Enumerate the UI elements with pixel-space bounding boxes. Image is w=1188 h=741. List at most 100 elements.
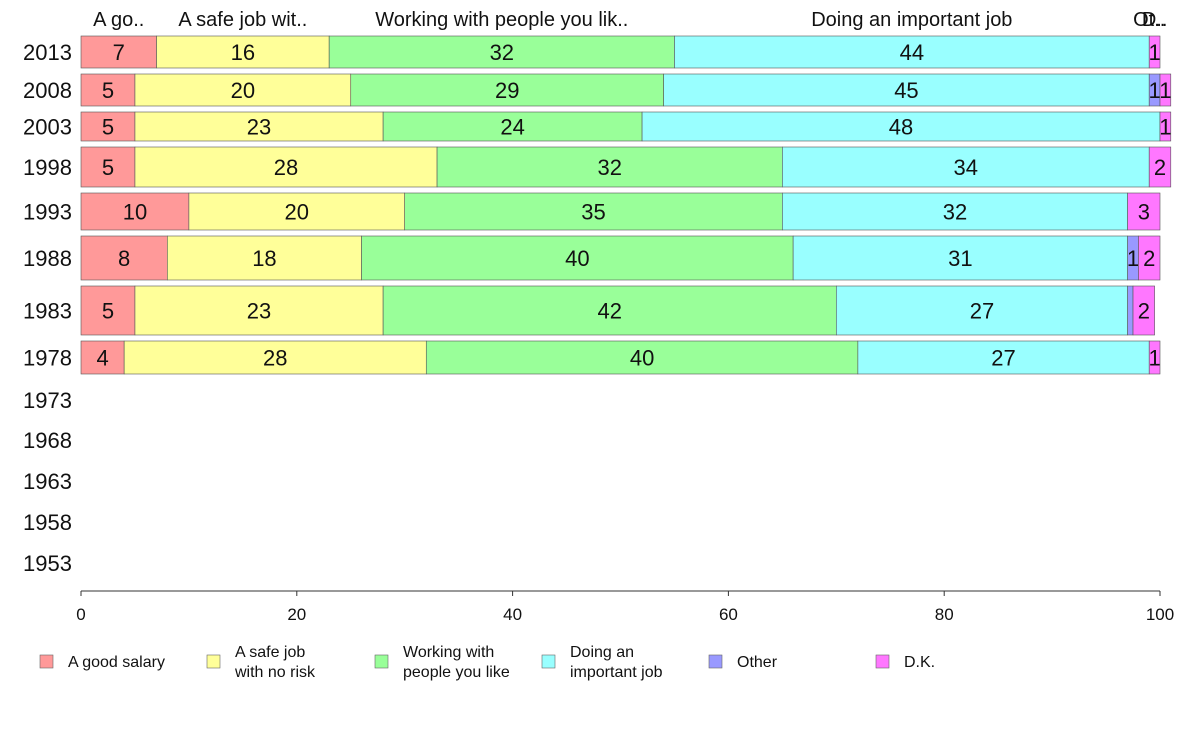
bar-segment-working-with-people-you-like-1983 xyxy=(382,285,837,336)
y-tick-label-1953: 1953 xyxy=(23,551,72,576)
data-label-a-safe-job-with-no-risk-1998: 28 xyxy=(274,155,298,180)
legend-swatch-a-safe-job-with-no-risk xyxy=(206,654,221,669)
data-label-d-k-2008: 1 xyxy=(1159,78,1171,103)
legend-swatch-other xyxy=(708,654,723,669)
top-header-other: Ot.. xyxy=(1133,9,1165,31)
legend-label-d-k: D.K. xyxy=(904,654,935,671)
bar-segment-doing-an-important-job-1978 xyxy=(857,340,1150,375)
data-label-a-safe-job-with-no-risk-1983: 23 xyxy=(247,299,271,324)
bar-segment-working-with-people-you-like-1993 xyxy=(404,192,783,231)
legend-swatch-d-k xyxy=(875,654,890,669)
bar-segment-a-good-salary-1993 xyxy=(80,192,190,231)
bar-segment-a-good-salary-2008 xyxy=(80,73,136,107)
y-tick-label-1978: 1978 xyxy=(23,346,72,371)
data-label-a-safe-job-with-no-risk-2013: 16 xyxy=(231,40,255,65)
bar-segment-a-safe-job-with-no-risk-1993 xyxy=(188,192,405,231)
data-label-d-k-1978: 1 xyxy=(1148,346,1160,371)
y-tick-label-1968: 1968 xyxy=(23,428,72,453)
x-tick-label-20: 20 xyxy=(287,605,306,624)
data-label-doing-an-important-job-1983: 27 xyxy=(970,299,994,324)
y-tick-label-2008: 2008 xyxy=(23,78,72,103)
bar-segment-d-k-1983 xyxy=(1132,285,1155,336)
legend-label-a-good-salary: A good salary xyxy=(68,654,165,671)
top-header-working-with-people-you-like: Working with people you lik.. xyxy=(375,9,628,31)
data-label-a-safe-job-with-no-risk-1988: 18 xyxy=(252,246,276,271)
bar-segment-doing-an-important-job-1998 xyxy=(782,146,1150,188)
bar-segment-d-k-2008 xyxy=(1159,73,1172,107)
data-label-d-k-2003: 1 xyxy=(1159,115,1171,140)
bar-segment-a-safe-job-with-no-risk-2013 xyxy=(156,35,330,69)
bar-segment-working-with-people-you-like-2003 xyxy=(382,111,643,142)
data-label-a-good-salary-1993: 10 xyxy=(123,200,147,225)
data-label-doing-an-important-job-2003: 48 xyxy=(889,115,913,140)
data-label-a-good-salary-2003: 5 xyxy=(102,115,114,140)
legend-swatch-doing-an-important-job xyxy=(541,654,556,669)
data-label-a-good-salary-2008: 5 xyxy=(102,78,114,103)
data-label-working-with-people-you-like-1978: 40 xyxy=(630,346,654,371)
data-label-a-good-salary-2013: 7 xyxy=(113,40,125,65)
data-label-other-2008: 1 xyxy=(1148,78,1160,103)
bar-segment-working-with-people-you-like-1988 xyxy=(361,235,794,281)
data-label-a-good-salary-1978: 4 xyxy=(96,346,108,371)
data-label-working-with-people-you-like-1983: 42 xyxy=(597,299,621,324)
legend-label-a-safe-job-with-no-risk-line-2: with no risk xyxy=(234,664,316,681)
data-label-doing-an-important-job-1978: 27 xyxy=(991,346,1015,371)
y-tick-label-2003: 2003 xyxy=(23,115,72,140)
bar-segment-d-k-1993 xyxy=(1127,192,1161,231)
data-label-working-with-people-you-like-2013: 32 xyxy=(490,40,514,65)
bar-segment-d-k-2003 xyxy=(1159,111,1172,142)
x-tick-label-0: 0 xyxy=(76,605,85,624)
data-label-working-with-people-you-like-2003: 24 xyxy=(500,115,524,140)
legend-label-doing-an-important-job-line-2: important job xyxy=(570,664,663,681)
legend-swatch-working-with-people-you-like xyxy=(374,654,389,669)
bar-segment-doing-an-important-job-1993 xyxy=(782,192,1128,231)
bar-segment-a-good-salary-1983 xyxy=(80,285,136,336)
data-label-d-k-1983: 2 xyxy=(1138,299,1150,324)
top-header-a-safe-job-with-no-risk: A safe job wit.. xyxy=(178,9,307,31)
x-tick-label-60: 60 xyxy=(719,605,738,624)
y-tick-label-1958: 1958 xyxy=(23,510,72,535)
bar-segment-d-k-2013 xyxy=(1148,35,1161,69)
y-tick-label-1988: 1988 xyxy=(23,246,72,271)
bar-segment-a-safe-job-with-no-risk-2008 xyxy=(134,73,352,107)
data-label-working-with-people-you-like-2008: 29 xyxy=(495,78,519,103)
bar-segment-doing-an-important-job-2008 xyxy=(663,73,1150,107)
bar-segment-a-safe-job-with-no-risk-1983 xyxy=(134,285,384,336)
legend-label-working-with-people-you-like-line-2: people you like xyxy=(403,664,510,681)
bar-segment-d-k-1998 xyxy=(1148,146,1172,188)
data-label-d-k-1988: 2 xyxy=(1143,246,1155,271)
legend-label-working-with-people-you-like-line-1: Working with xyxy=(403,644,494,661)
data-label-d-k-2013: 1 xyxy=(1148,40,1160,65)
bar-segment-doing-an-important-job-2003 xyxy=(641,111,1161,142)
y-tick-label-2013: 2013 xyxy=(23,40,72,65)
data-label-working-with-people-you-like-1998: 32 xyxy=(597,155,621,180)
y-tick-label-1993: 1993 xyxy=(23,200,72,225)
data-label-a-safe-job-with-no-risk-2003: 23 xyxy=(247,115,271,140)
data-label-doing-an-important-job-2013: 44 xyxy=(900,40,924,65)
bar-segment-a-good-salary-1988 xyxy=(80,235,168,281)
legend-swatch-a-good-salary xyxy=(39,654,54,669)
bar-segment-a-safe-job-with-no-risk-2003 xyxy=(134,111,384,142)
data-label-a-good-salary-1988: 8 xyxy=(118,246,130,271)
y-tick-label-1998: 1998 xyxy=(23,155,72,180)
data-label-working-with-people-you-like-1988: 40 xyxy=(565,246,589,271)
legend-label-other: Other xyxy=(737,654,778,671)
bar-segment-doing-an-important-job-2013 xyxy=(674,35,1150,69)
bar-segment-a-safe-job-with-no-risk-1978 xyxy=(123,340,427,375)
legend-label-a-safe-job-with-no-risk-line-1: A safe job xyxy=(235,644,305,661)
data-label-a-safe-job-with-no-risk-2008: 20 xyxy=(231,78,255,103)
data-label-doing-an-important-job-1993: 32 xyxy=(943,200,967,225)
data-label-d-k-1993: 3 xyxy=(1138,200,1150,225)
bar-segment-d-k-1988 xyxy=(1138,235,1161,281)
data-label-a-safe-job-with-no-risk-1978: 28 xyxy=(263,346,287,371)
x-tick-label-100: 100 xyxy=(1146,605,1174,624)
data-label-a-good-salary-1983: 5 xyxy=(102,299,114,324)
data-label-d-k-1998: 2 xyxy=(1154,155,1166,180)
x-tick-label-80: 80 xyxy=(935,605,954,624)
data-label-other-1988: 1 xyxy=(1127,246,1139,271)
bar-segment-doing-an-important-job-1983 xyxy=(835,285,1128,336)
x-tick-label-40: 40 xyxy=(503,605,522,624)
data-label-doing-an-important-job-2008: 45 xyxy=(894,78,918,103)
bar-segment-a-safe-job-with-no-risk-1998 xyxy=(134,146,438,188)
bar-segment-doing-an-important-job-1988 xyxy=(792,235,1128,281)
